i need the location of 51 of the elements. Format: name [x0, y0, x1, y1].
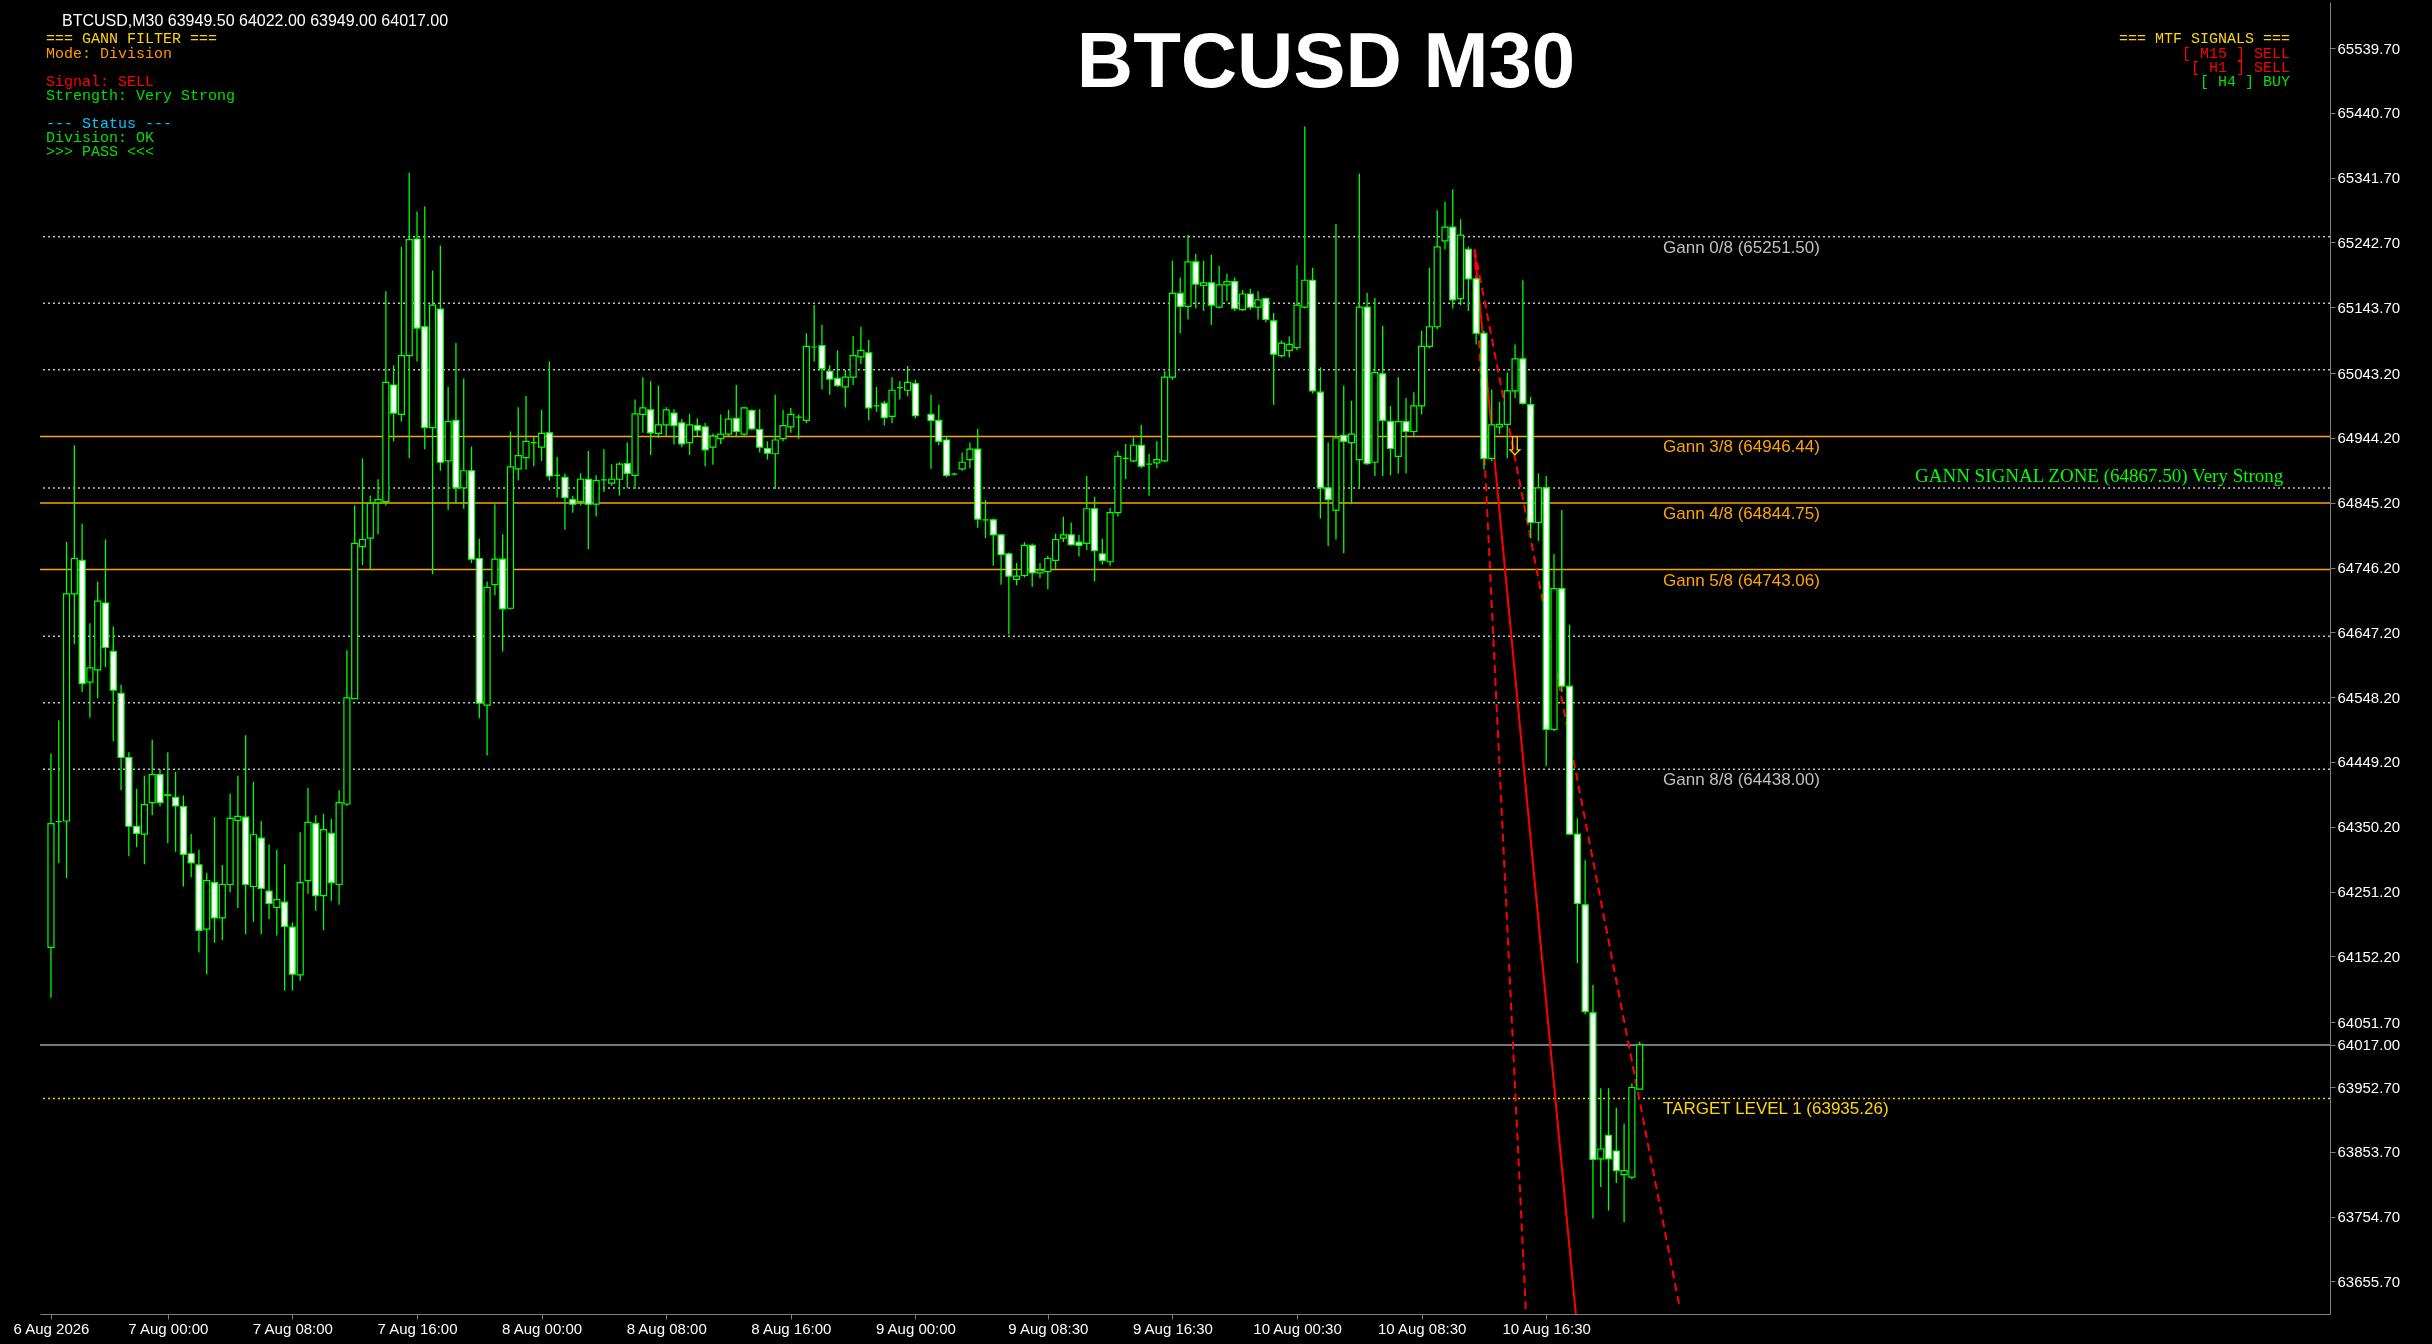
x-tick-label: 10 Aug 00:30	[1253, 1319, 1342, 1337]
x-tick-label: 8 Aug 08:00	[626, 1319, 707, 1337]
ref-line-label: Gann 5/8 (64743.06)	[1663, 570, 1820, 590]
y-tick-label: 64647.20	[2337, 623, 2401, 641]
y-tick-label: 64944.20	[2337, 429, 2401, 447]
x-tick-label: 7 Aug 08:00	[252, 1319, 333, 1337]
x-tick-label: 8 Aug 00:00	[502, 1319, 583, 1337]
y-tick-label: 64350.20	[2337, 818, 2401, 836]
x-tick-label: 9 Aug 08:30	[1008, 1319, 1089, 1337]
ref-line-label: Gann 0/8 (65251.50)	[1663, 237, 1820, 257]
y-tick-label: 64051.70	[2337, 1013, 2401, 1031]
x-tick-label: 8 Aug 16:00	[751, 1319, 832, 1337]
annotation: Division: OK	[46, 130, 155, 147]
y-tick-label: 64017.00	[2337, 1036, 2401, 1054]
y-tick-label: 63754.70	[2337, 1208, 2401, 1226]
x-tick-label: 9 Aug 00:00	[875, 1319, 956, 1337]
y-tick-label: 64845.20	[2337, 494, 2401, 512]
y-tick-label: 65341.70	[2337, 169, 2401, 187]
ref-line-label: Gann 4/8 (64844.75)	[1663, 504, 1820, 523]
annotation: Strength: Very Strong	[46, 88, 236, 105]
y-tick-label: 64548.20	[2337, 688, 2401, 706]
x-tick-label: 7 Aug 16:00	[377, 1319, 458, 1337]
ref-line-label: Gann 8/8 (64438.00)	[1663, 770, 1820, 790]
y-tick-label: 64251.20	[2337, 883, 2401, 901]
annotation: >>> PASS <<<	[46, 144, 155, 161]
y-tick-label: 63952.70	[2337, 1078, 2401, 1096]
annotation: ⇩	[1504, 432, 1527, 462]
y-tick-label: 65440.70	[2337, 104, 2401, 122]
y-tick-label: 63655.70	[2337, 1272, 2401, 1290]
x-tick-label: 10 Aug 16:30	[1502, 1319, 1591, 1337]
y-tick-label: 64152.20	[2337, 947, 2401, 965]
annotation: [ H4 ] BUY	[2199, 74, 2290, 91]
annotation: === MTF SIGNALS ===	[2118, 31, 2290, 48]
x-tick-label: 7 Aug 00:00	[128, 1319, 209, 1337]
y-tick-label: 64449.20	[2337, 753, 2401, 771]
ref-line-label: Gann 3/8 (64946.44)	[1663, 437, 1820, 457]
x-tick-label: 10 Aug 08:30	[1377, 1319, 1467, 1337]
annotation: === GANN FILTER ===	[46, 31, 218, 48]
y-tick-label: 63853.70	[2337, 1143, 2401, 1161]
chart-title: BTCUSD M30	[1076, 16, 1576, 104]
y-tick-label: 65242.70	[2337, 233, 2401, 251]
text: BTCUSD,M30 63949.50 64022.00 63949.00 64017.00	[62, 12, 449, 29]
annotation: Mode: Division	[46, 46, 173, 63]
y-tick-label: 64746.20	[2337, 559, 2401, 577]
ref-line-label: TARGET LEVEL 1 (63935.26)	[1663, 1099, 1889, 1119]
x-tick-label: 6 Aug 2026	[13, 1319, 90, 1337]
y-tick-label: 65539.70	[2337, 39, 2401, 57]
y-tick-label: 65143.70	[2337, 298, 2401, 316]
annotation: GANN SIGNAL ZONE (64867.50) Very Strong	[1914, 465, 2284, 488]
x-tick-label: 9 Aug 16:30	[1132, 1319, 1213, 1337]
y-tick-label: 65043.20	[2337, 364, 2401, 382]
